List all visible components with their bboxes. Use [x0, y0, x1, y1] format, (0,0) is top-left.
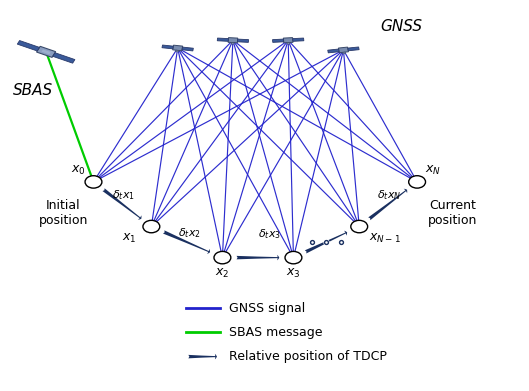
Text: $\delta_t x_1$: $\delta_t x_1$	[112, 188, 135, 202]
Polygon shape	[172, 45, 183, 51]
Polygon shape	[238, 39, 249, 42]
Text: $x_2$: $x_2$	[215, 267, 230, 280]
Text: $\delta_t x_2$: $\delta_t x_2$	[178, 226, 201, 240]
Polygon shape	[343, 52, 345, 54]
Polygon shape	[293, 38, 304, 41]
Circle shape	[409, 176, 425, 188]
Circle shape	[214, 251, 231, 264]
Text: $x_1$: $x_1$	[122, 231, 136, 245]
Polygon shape	[348, 47, 359, 51]
Text: $x_3$: $x_3$	[286, 267, 301, 280]
Polygon shape	[284, 38, 293, 43]
Text: $x_{N-1}$: $x_{N-1}$	[369, 231, 400, 245]
Polygon shape	[41, 49, 51, 54]
Polygon shape	[217, 38, 229, 41]
Polygon shape	[162, 45, 174, 49]
Polygon shape	[228, 38, 238, 43]
Text: Current
position: Current position	[428, 199, 478, 227]
Polygon shape	[328, 49, 339, 53]
Polygon shape	[272, 39, 284, 42]
Circle shape	[351, 221, 368, 233]
Circle shape	[85, 176, 102, 188]
Text: $\delta_t x_N$: $\delta_t x_N$	[377, 188, 401, 202]
Text: GNSS signal: GNSS signal	[229, 301, 305, 315]
Polygon shape	[287, 43, 290, 44]
Polygon shape	[176, 50, 179, 52]
Polygon shape	[231, 43, 234, 44]
Circle shape	[143, 221, 160, 233]
Text: Initial
position: Initial position	[39, 199, 88, 227]
Polygon shape	[339, 47, 349, 53]
Text: $x_N$: $x_N$	[425, 164, 441, 177]
Text: SBAS message: SBAS message	[229, 326, 323, 339]
Polygon shape	[17, 41, 40, 51]
Polygon shape	[53, 53, 75, 63]
Circle shape	[285, 251, 302, 264]
Text: Relative position of TDCP: Relative position of TDCP	[229, 350, 387, 363]
Polygon shape	[37, 47, 56, 57]
Text: GNSS: GNSS	[380, 19, 422, 34]
Polygon shape	[182, 47, 194, 51]
Text: $\delta_t x_3$: $\delta_t x_3$	[258, 228, 281, 241]
Text: SBAS: SBAS	[13, 83, 53, 98]
Text: $x_0$: $x_0$	[71, 164, 86, 177]
